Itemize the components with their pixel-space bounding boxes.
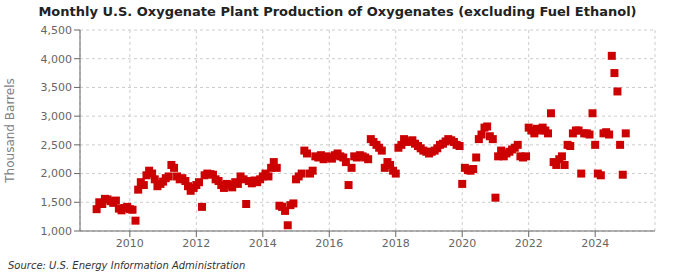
svg-text:2016: 2016	[315, 237, 343, 250]
html-text:Source: U.S. Energy Informatio: Source: U.S. Energy Information Administ…	[8, 260, 246, 271]
svg-text:4,500: 4,500	[41, 24, 73, 37]
svg-text:2012: 2012	[182, 237, 210, 250]
svg-text:2010: 2010	[116, 237, 144, 250]
svg-text:2014: 2014	[249, 237, 277, 250]
svg-text:2,500: 2,500	[41, 139, 73, 152]
svg-text:Thousand Barrels: Thousand Barrels	[8, 78, 17, 183]
svg-text:2024: 2024	[581, 237, 609, 250]
svg-text:4,000: 4,000	[41, 53, 73, 66]
svg-text:2018: 2018	[382, 237, 410, 250]
svg-text:3,000: 3,000	[41, 110, 73, 123]
svg-text:1,500: 1,500	[41, 196, 73, 209]
svg-text:2020: 2020	[448, 237, 476, 250]
svg-text:2022: 2022	[515, 237, 543, 250]
svg-text:1,000: 1,000	[41, 225, 73, 238]
svg-text:2,000: 2,000	[41, 167, 73, 180]
html-text:Monthly U.S. Oxygenate Plant P: Monthly U.S. Oxygenate Plant Production …	[38, 4, 637, 19]
svg-text:3,500: 3,500	[41, 81, 73, 94]
